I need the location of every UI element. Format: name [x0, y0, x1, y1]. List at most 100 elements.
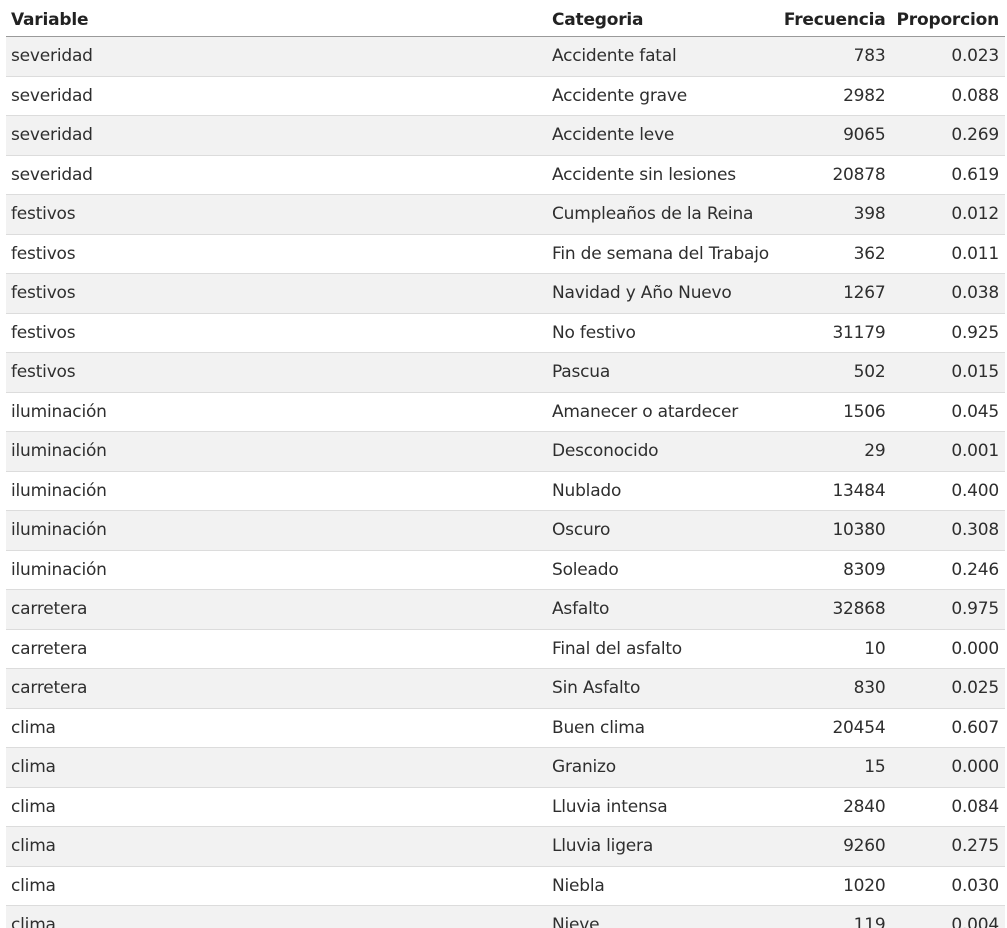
table-row: carretera Asfalto 32868 0.975: [6, 589, 1005, 629]
cell-categoria: No festivo: [546, 312, 779, 353]
cell-categoria: Buen clima: [546, 707, 779, 748]
cell-variable: festivos: [6, 233, 547, 274]
cell-frecuencia: 1020: [778, 865, 892, 906]
column-header-variable: Variable: [6, 0, 547, 37]
cell-frecuencia: 502: [778, 352, 892, 392]
table-row: iluminación Amanecer o atardecer 1506 0.045: [6, 391, 1005, 432]
cell-proporcion: 0.925: [891, 312, 1005, 353]
cell-proporcion: 0.000: [891, 747, 1005, 787]
cell-categoria: Accidente grave: [546, 75, 779, 116]
cell-variable: iluminación: [6, 549, 547, 590]
cell-categoria: Soleado: [546, 549, 779, 590]
table-row: clima Lluvia ligera 9260 0.275: [6, 826, 1005, 866]
cell-proporcion: 0.001: [891, 431, 1005, 471]
cell-variable: severidad: [6, 75, 547, 116]
table-row: festivos Pascua 502 0.015: [6, 352, 1005, 392]
table-row: clima Granizo 15 0.000: [6, 747, 1005, 787]
cell-proporcion: 0.011: [891, 233, 1005, 274]
cell-categoria: Pascua: [546, 352, 779, 392]
cell-frecuencia: 20878: [778, 154, 892, 195]
cell-variable: clima: [6, 865, 547, 906]
cell-frecuencia: 20454: [778, 707, 892, 748]
cell-categoria: Amanecer o atardecer: [546, 391, 779, 432]
cell-proporcion: 0.308: [891, 510, 1005, 550]
cell-proporcion: 0.004: [891, 905, 1005, 928]
cell-variable: carretera: [6, 589, 547, 629]
cell-proporcion: 0.038: [891, 273, 1005, 313]
cell-proporcion: 0.400: [891, 470, 1005, 511]
table-row: iluminación Soleado 8309 0.246: [6, 549, 1005, 590]
table-row: iluminación Desconocido 29 0.001: [6, 431, 1005, 471]
cell-categoria: Final del asfalto: [546, 628, 779, 669]
cell-proporcion: 0.084: [891, 786, 1005, 827]
cell-categoria: Accidente fatal: [546, 36, 779, 76]
cell-categoria: Nieve: [546, 905, 779, 928]
cell-variable: clima: [6, 786, 547, 827]
cell-frecuencia: 15: [778, 747, 892, 787]
cell-proporcion: 0.023: [891, 36, 1005, 76]
cell-proporcion: 0.275: [891, 826, 1005, 866]
table-row: severidad Accidente sin lesiones 20878 0.61…: [6, 154, 1005, 195]
cell-categoria: Desconocido: [546, 431, 779, 471]
table-row: iluminación Nublado 13484 0.400: [6, 470, 1005, 511]
cell-variable: severidad: [6, 36, 547, 76]
cell-categoria: Asfalto: [546, 589, 779, 629]
cell-variable: clima: [6, 826, 547, 866]
cell-frecuencia: 32868: [778, 589, 892, 629]
cell-categoria: Niebla: [546, 865, 779, 906]
cell-proporcion: 0.025: [891, 668, 1005, 708]
table-row: carretera Final del asfalto 10 0.000: [6, 628, 1005, 669]
cell-categoria: Oscuro: [546, 510, 779, 550]
table-row: severidad Accidente fatal 783 0.023: [6, 36, 1005, 76]
table-row: clima Lluvia intensa 2840 0.084: [6, 786, 1005, 827]
cell-variable: severidad: [6, 115, 547, 155]
cell-categoria: Nublado: [546, 470, 779, 511]
cell-proporcion: 0.015: [891, 352, 1005, 392]
cell-variable: iluminación: [6, 431, 547, 471]
cell-categoria: Lluvia ligera: [546, 826, 779, 866]
cell-frecuencia: 783: [778, 36, 892, 76]
cell-proporcion: 0.045: [891, 391, 1005, 432]
cell-variable: clima: [6, 707, 547, 748]
cell-frecuencia: 830: [778, 668, 892, 708]
table-row: severidad Accidente grave 2982 0.088: [6, 75, 1005, 116]
cell-frecuencia: 9260: [778, 826, 892, 866]
cell-frecuencia: 13484: [778, 470, 892, 511]
cell-proporcion: 0.269: [891, 115, 1005, 155]
table-row: festivos Cumpleaños de la Reina 398 0.012: [6, 194, 1005, 234]
cell-proporcion: 0.975: [891, 589, 1005, 629]
table-row: carretera Sin Asfalto 830 0.025: [6, 668, 1005, 708]
cell-frecuencia: 2982: [778, 75, 892, 116]
cell-categoria: Fin de semana del Trabajo: [546, 233, 779, 274]
cell-categoria: Granizo: [546, 747, 779, 787]
table-row: festivos No festivo 31179 0.925: [6, 312, 1005, 353]
table-body: severidad Accidente fatal 783 0.023 severida…: [6, 36, 1005, 928]
header-row: Variable Categoria Frecuencia Proporcion: [6, 0, 1005, 37]
table-row: festivos Fin de semana del Trabajo 362 0.01…: [6, 233, 1005, 274]
cell-proporcion: 0.012: [891, 194, 1005, 234]
cell-frecuencia: 1506: [778, 391, 892, 432]
table-row: clima Buen clima 20454 0.607: [6, 707, 1005, 748]
cell-variable: festivos: [6, 352, 547, 392]
column-header-frecuencia: Frecuencia: [778, 0, 892, 37]
cell-proporcion: 0.088: [891, 75, 1005, 116]
cell-frecuencia: 362: [778, 233, 892, 274]
cell-frecuencia: 1267: [778, 273, 892, 313]
table-row: clima Niebla 1020 0.030: [6, 865, 1005, 906]
column-header-categoria: Categoria: [546, 0, 779, 37]
frequency-table: Variable Categoria Frecuencia Proporcion…: [6, 0, 1005, 928]
table-row: iluminación Oscuro 10380 0.308: [6, 510, 1005, 550]
cell-variable: iluminación: [6, 470, 547, 511]
cell-frecuencia: 29: [778, 431, 892, 471]
table-row: severidad Accidente leve 9065 0.269: [6, 115, 1005, 155]
cell-categoria: Lluvia intensa: [546, 786, 779, 827]
cell-proporcion: 0.246: [891, 549, 1005, 590]
cell-variable: festivos: [6, 273, 547, 313]
cell-variable: festivos: [6, 194, 547, 234]
cell-frecuencia: 398: [778, 194, 892, 234]
cell-variable: carretera: [6, 668, 547, 708]
cell-categoria: Cumpleaños de la Reina: [546, 194, 779, 234]
cell-frecuencia: 10: [778, 628, 892, 669]
cell-variable: festivos: [6, 312, 547, 353]
